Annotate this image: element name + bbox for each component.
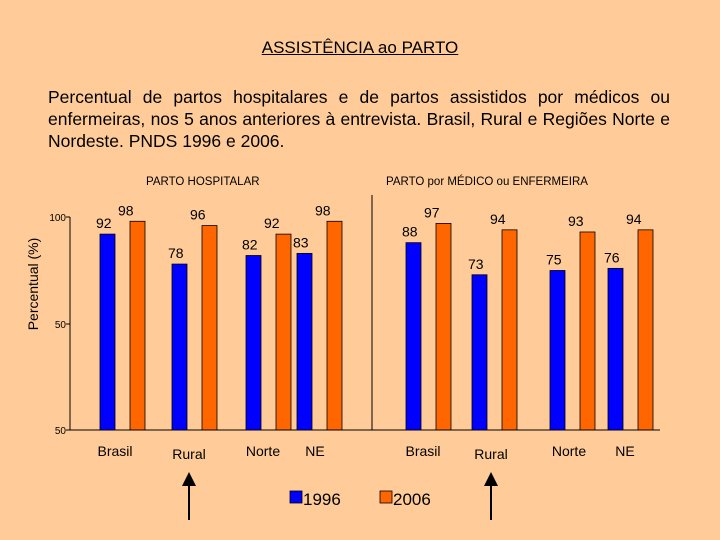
data-label: 92 [264, 215, 280, 231]
panel-title-hospitalar: PARTO HOSPITALAR [146, 176, 260, 188]
y-axis-title: Percentual (%) [25, 238, 41, 331]
bar-hospitalar-rural-2006 [201, 225, 218, 431]
panel-title-medico: PARTO por MÉDICO ou ENFERMEIRA [386, 176, 588, 188]
y-tick-label: 50 [55, 426, 67, 437]
data-label: 73 [468, 256, 484, 272]
bar-hospitalar-ne-1996 [296, 252, 313, 431]
data-label: 97 [424, 204, 440, 220]
category-label: Norte [552, 443, 586, 459]
bar-medico-ne-1996 [607, 267, 624, 431]
bar-medico-brasil-1996 [405, 242, 422, 431]
bar-medico-norte-1996 [549, 270, 566, 431]
data-label: 76 [604, 249, 620, 265]
category-label: Rural [474, 446, 507, 462]
data-label: 96 [190, 207, 206, 223]
category-label: Rural [172, 446, 205, 462]
data-label: 88 [402, 224, 418, 240]
category-label: Norte [246, 443, 280, 459]
legend-label-1996: 1996 [303, 490, 341, 509]
data-label: 94 [626, 211, 642, 227]
y-tick-label: 50 [55, 320, 67, 331]
category-label: Brasil [97, 443, 132, 459]
highlight-arrow-head [484, 472, 498, 486]
bar-hospitalar-norte-1996 [245, 255, 262, 431]
bar-medico-norte-2006 [579, 231, 596, 431]
bar-medico-rural-1996 [471, 274, 488, 431]
data-label: 98 [315, 202, 331, 218]
legend-swatch-1996 [289, 490, 303, 504]
bar-hospitalar-ne-2006 [326, 220, 343, 431]
bar-hospitalar-rural-1996 [171, 263, 188, 431]
legend-swatch-2006 [379, 490, 393, 504]
bar-hospitalar-brasil-1996 [99, 233, 116, 431]
legend-label-2006: 2006 [393, 490, 431, 509]
chart-subtitle: Percentual de partos hospitalares e de p… [48, 87, 670, 151]
data-label: 75 [546, 252, 562, 268]
data-label: 82 [242, 237, 258, 253]
data-label: 98 [118, 202, 134, 218]
bar-hospitalar-norte-2006 [275, 233, 292, 431]
category-label: NE [305, 443, 324, 459]
y-tick-label: 100 [49, 213, 66, 224]
highlight-arrow-head [182, 472, 196, 486]
data-label: 94 [490, 211, 506, 227]
category-label: NE [615, 443, 634, 459]
slide-title: ASSISTÊNCIA ao PARTO [261, 38, 459, 57]
data-label: 83 [293, 234, 309, 250]
bar-medico-rural-2006 [501, 229, 518, 431]
data-label: 78 [168, 245, 184, 261]
data-label: 93 [568, 213, 584, 229]
category-label: Brasil [405, 443, 440, 459]
bar-hospitalar-brasil-2006 [129, 220, 146, 431]
bar-medico-brasil-2006 [435, 223, 452, 431]
data-label: 92 [96, 215, 112, 231]
bar-medico-ne-2006 [637, 229, 654, 431]
